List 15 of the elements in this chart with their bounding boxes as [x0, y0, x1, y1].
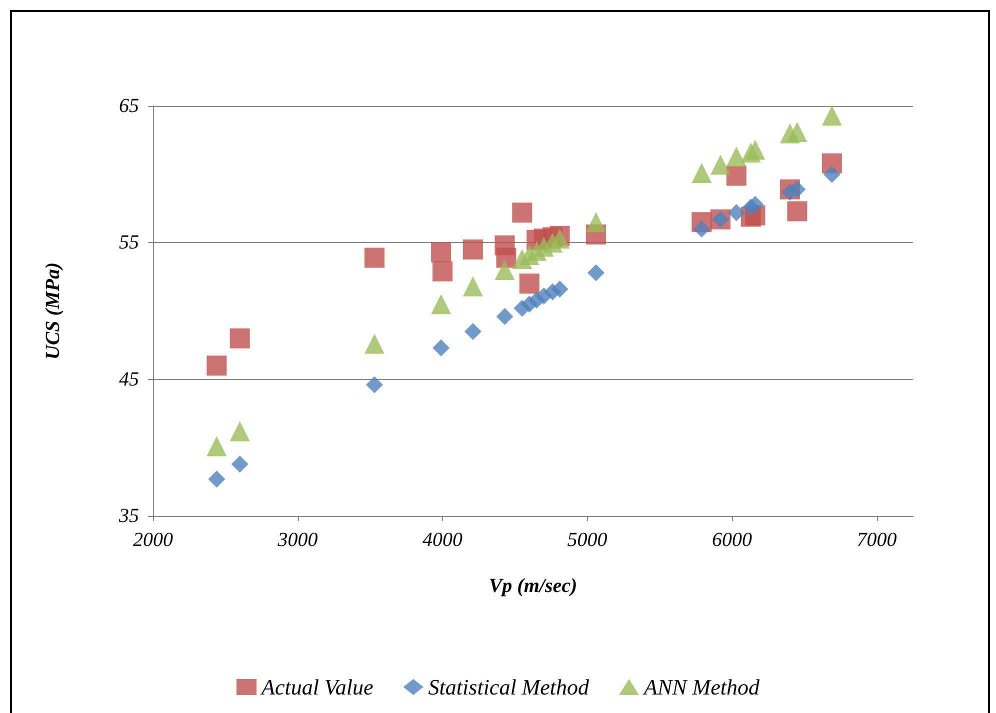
- y-tick-label: 55: [119, 232, 139, 254]
- x-tick-label: 3000: [276, 529, 318, 551]
- y-axis-title: UCS (MPa): [42, 262, 64, 360]
- y-tick-label: 35: [118, 505, 139, 527]
- legend-label: Statistical Method: [428, 674, 590, 700]
- x-tick-label: 6000: [712, 529, 752, 551]
- legend-label: ANN Method: [642, 674, 760, 700]
- x-axis-title: Vp (m/sec): [488, 575, 578, 597]
- x-tick-label: 7000: [856, 529, 897, 551]
- y-tick-label: 45: [119, 368, 139, 390]
- y-tick-label: 65: [119, 95, 139, 117]
- x-tick-label: 4000: [422, 529, 463, 551]
- x-tick-label: 2000: [133, 529, 173, 551]
- legend-label: Actual Value: [260, 674, 374, 700]
- x-tick-label: 5000: [567, 529, 608, 551]
